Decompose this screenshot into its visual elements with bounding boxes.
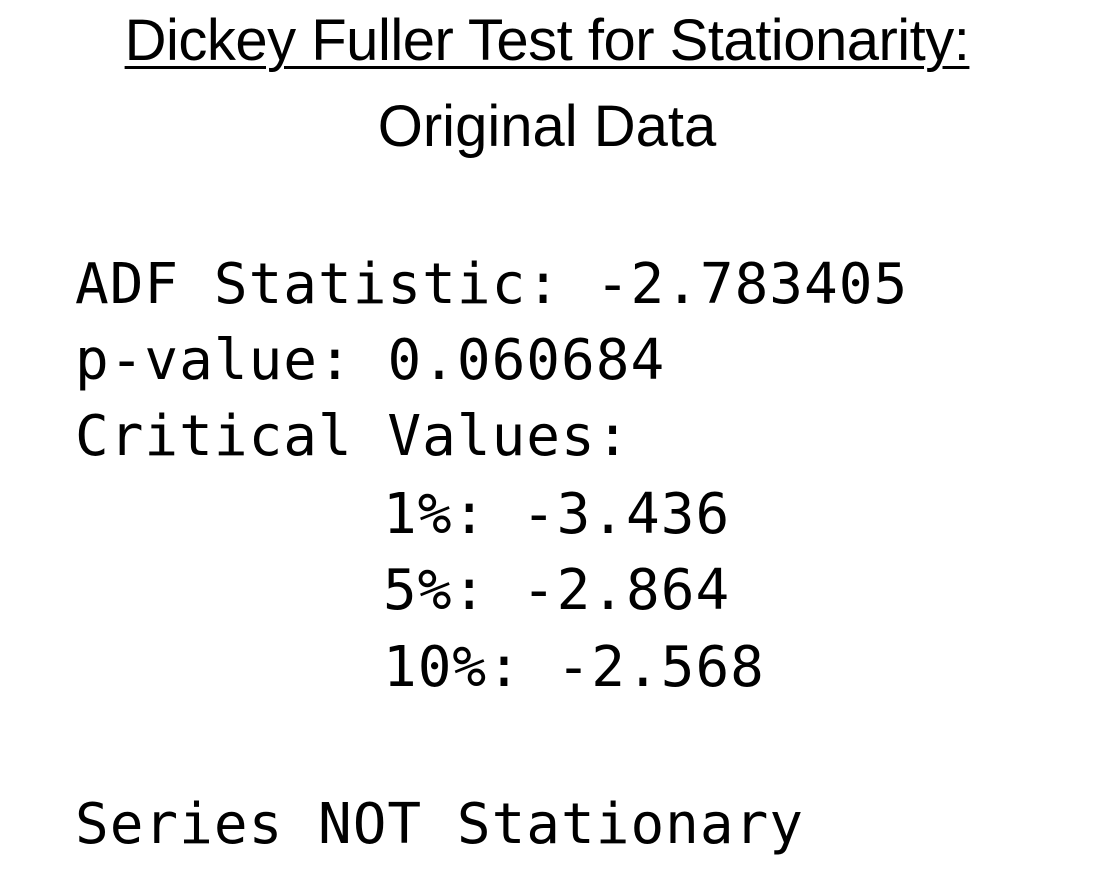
adf-statistic-label: ADF Statistic: <box>75 252 562 317</box>
stationarity-conclusion: Series NOT Stationary <box>75 792 805 857</box>
critical-level-label: 10%: <box>383 635 522 700</box>
critical-level-label: 5%: <box>383 558 488 623</box>
adf-statistic-value: -2.783405 <box>595 252 909 317</box>
p-value-label: p-value: <box>75 328 353 393</box>
critical-values-heading: Critical Values: <box>75 404 631 469</box>
page-title: Dickey Fuller Test for Stationarity: <box>0 2 1094 80</box>
critical-value-1-percent: 1%: -3.436 <box>383 477 730 553</box>
critical-level-value: -2.864 <box>521 558 731 623</box>
p-value-value: 0.060684 <box>387 328 666 393</box>
critical-value-5-percent: 5%: -2.864 <box>383 553 730 629</box>
critical-level-value: -3.436 <box>521 482 731 547</box>
critical-level-value: -2.568 <box>556 635 765 700</box>
adf-statistic-line: ADF Statistic: -2.783405 <box>75 247 908 323</box>
page-subtitle: Original Data <box>377 94 717 159</box>
title-text: Dickey Fuller Test for Stationarity: <box>124 8 970 73</box>
p-value-line: p-value: 0.060684 <box>75 323 665 399</box>
critical-value-10-percent: 10%: -2.568 <box>383 630 765 706</box>
critical-level-label: 1%: <box>383 482 488 547</box>
